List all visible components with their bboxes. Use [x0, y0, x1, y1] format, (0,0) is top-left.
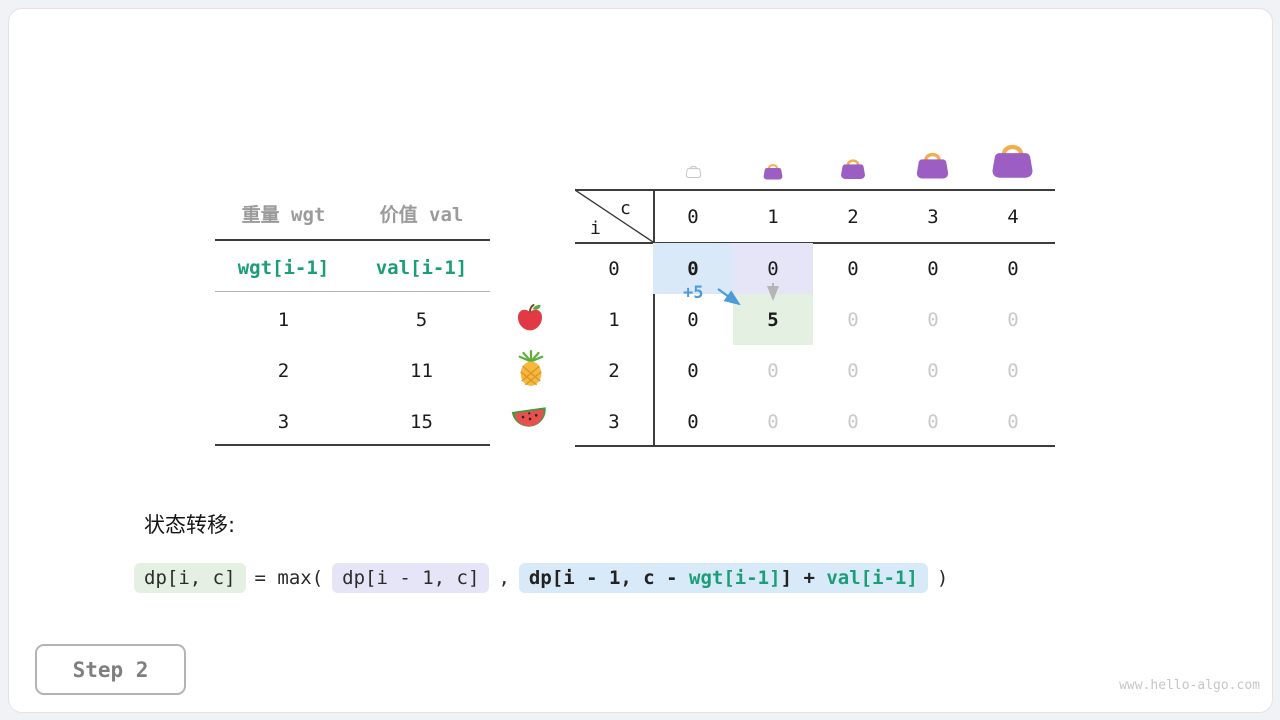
corner-row-label: i	[590, 218, 601, 239]
transition-label: 状态转移:	[144, 513, 236, 537]
formula-option2-prefix: dp[i - 1, c -	[528, 567, 690, 589]
dp-cell-2-4: 0	[1007, 359, 1019, 382]
bag-medium-icon	[841, 159, 865, 179]
dp-cell-0-3: 0	[927, 257, 939, 280]
dp-cell-0-0: 0	[653, 243, 733, 294]
dp-cell-1-4: 0	[1007, 308, 1019, 331]
dp-bottom-border	[575, 445, 1055, 447]
weights-header-divider	[215, 239, 490, 241]
dp-top-border	[575, 189, 1055, 191]
dp-cell-2-3: 0	[927, 359, 939, 382]
weight-value: 1	[277, 309, 290, 331]
dp-cell-2-2: 0	[847, 359, 859, 382]
dp-col-header: 1	[767, 205, 779, 228]
item-value: 5	[415, 309, 428, 331]
weights-col-header-val: 价值 val	[379, 204, 464, 226]
dp-col-header: 3	[927, 205, 939, 228]
formula-eq-max: = max(	[254, 567, 324, 589]
dp-row-header: 3	[608, 410, 620, 433]
dp-cell-3-0: 0	[687, 410, 699, 433]
dp-col-header: 2	[847, 205, 859, 228]
dp-cell-1-1: 5	[733, 294, 813, 345]
weight-value: 2	[277, 360, 290, 382]
dp-header-divider	[575, 242, 1055, 244]
dp-cell-0-4: 0	[1007, 257, 1019, 280]
dp-cell-3-1: 0	[767, 410, 779, 433]
dp-cell-0-2: 0	[847, 257, 859, 280]
watermelon-icon	[511, 407, 546, 427]
bag-xlarge-icon	[992, 144, 1033, 178]
bag-large-icon	[916, 152, 949, 179]
formula-option2-mid: ] +	[780, 567, 827, 589]
dp-row-header: 2	[608, 359, 620, 382]
bag-outline-icon	[685, 165, 702, 178]
watermark: www.hello-algo.com	[1119, 678, 1260, 693]
dp-col-header: 4	[1007, 205, 1019, 228]
dp-row-header: 0	[608, 257, 620, 280]
plus-value-annotation: +5	[683, 283, 704, 303]
dp-cell-0-1: 0	[733, 243, 813, 294]
dp-row-header: 1	[608, 308, 620, 331]
dp-cell-2-0: 0	[687, 359, 699, 382]
formula-option1-chip: dp[i - 1, c]	[332, 563, 490, 593]
weights-subheader-wgt: wgt[i-1]	[237, 257, 330, 279]
weights-subheader-val: val[i-1]	[375, 257, 468, 279]
weights-bottom-divider	[215, 444, 490, 446]
formula-option2-chip: dp[i - 1, c - wgt[i-1]] + val[i-1]	[518, 563, 928, 593]
weights-subheader-divider	[215, 291, 490, 292]
dp-rowheader-divider	[653, 189, 655, 447]
diagram-card	[8, 8, 1273, 713]
dp-col-header: 0	[687, 205, 699, 228]
dp-cell-1-3: 0	[927, 308, 939, 331]
formula-comma: ,	[498, 567, 510, 589]
dp-cell-1-0: 0	[687, 308, 699, 331]
dp-cell-2-1: 0	[767, 359, 779, 382]
item-value: 11	[410, 360, 433, 382]
formula-close-paren: )	[936, 567, 949, 589]
dp-cell-3-4: 0	[1007, 410, 1019, 433]
weight-value: 3	[277, 411, 290, 433]
corner-diagonal-line	[575, 190, 653, 242]
pineapple-icon	[518, 350, 544, 386]
formula-lhs-chip: dp[i, c]	[134, 563, 246, 593]
step-badge: Step 2	[35, 644, 186, 695]
formula-val-term: val[i-1]	[826, 567, 918, 589]
corner-col-label: c	[620, 198, 631, 219]
dp-cell-1-2: 0	[847, 308, 859, 331]
formula-wgt-term: wgt[i-1]	[689, 567, 781, 589]
transition-formula: dp[i, c] = max( dp[i - 1, c] , dp[i - 1,…	[134, 563, 948, 593]
dp-cell-3-3: 0	[927, 410, 939, 433]
dp-cell-3-2: 0	[847, 410, 859, 433]
item-value: 15	[410, 411, 433, 433]
apple-icon	[517, 304, 543, 331]
bag-small-icon	[763, 164, 783, 180]
weights-col-header-wgt: 重量 wgt	[241, 204, 326, 226]
